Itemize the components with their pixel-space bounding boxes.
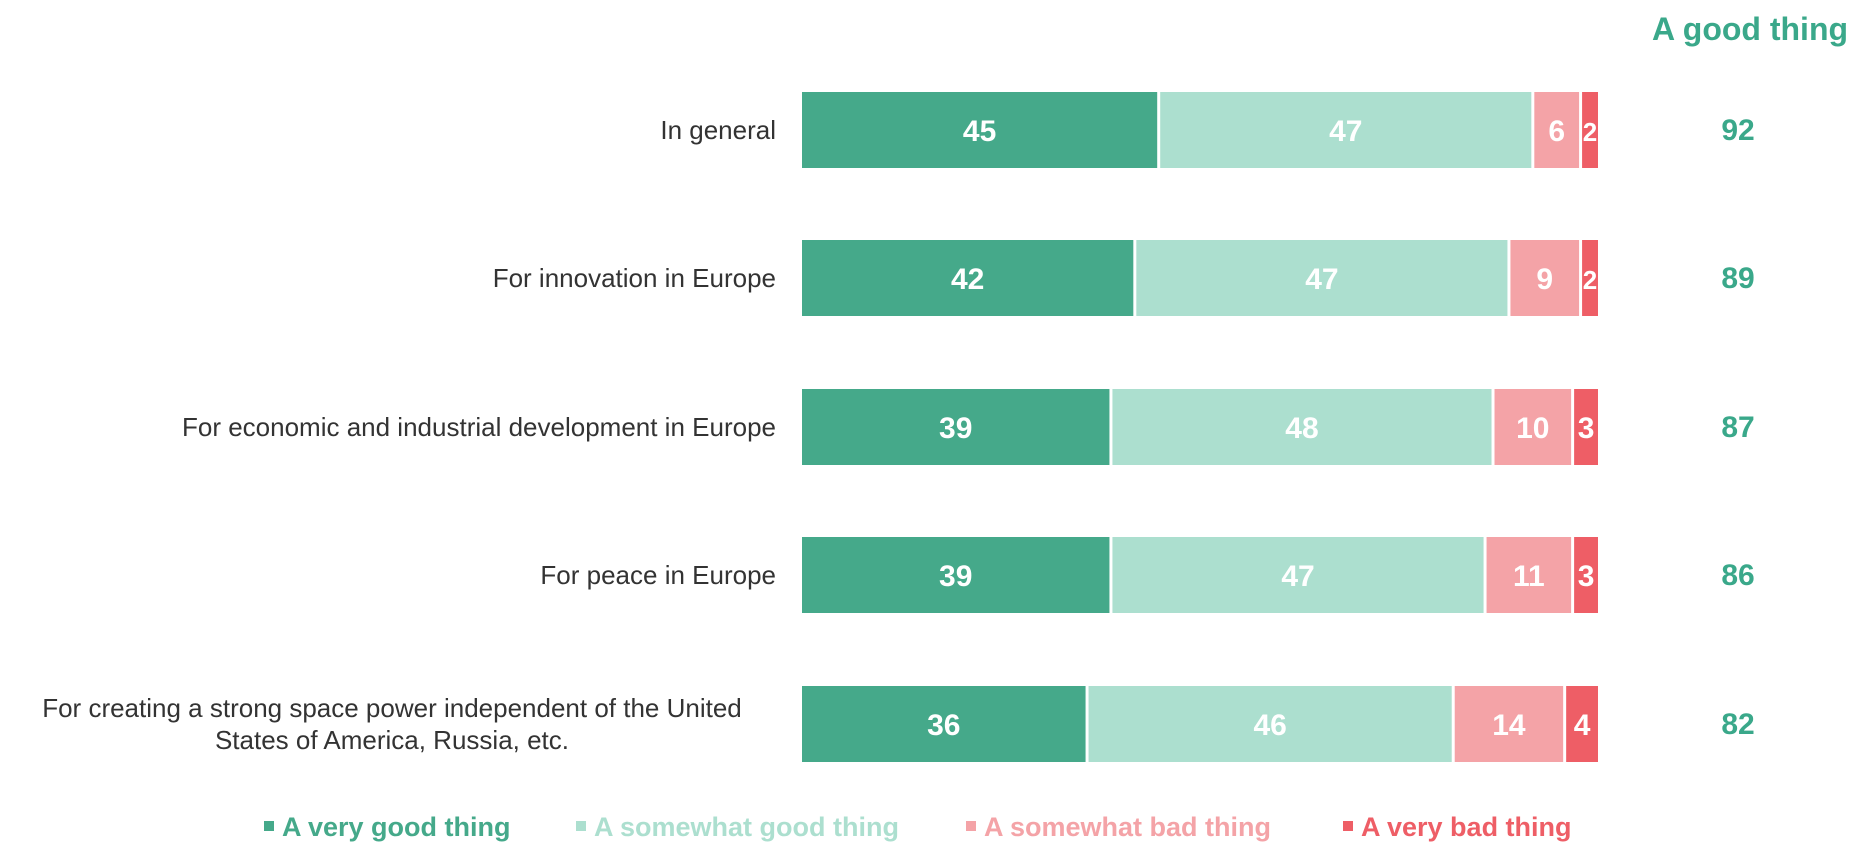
bar-segment (1582, 92, 1598, 168)
segment-value-label: 47 (1281, 560, 1314, 593)
total-value-label: 89 (1721, 262, 1754, 295)
segment-value-label: 39 (939, 560, 972, 593)
segment-value-label: 2 (1583, 265, 1597, 295)
bar-segment (1486, 537, 1572, 613)
segment-value-label: 39 (939, 412, 972, 445)
category-label: For economic and industrial development … (182, 412, 776, 442)
bar-segment (1112, 389, 1492, 465)
bar-segment (1574, 389, 1598, 465)
bar-segment (1534, 92, 1580, 168)
segment-value-label: 36 (927, 709, 960, 742)
bar-segment (1112, 537, 1484, 613)
bar-segment (1088, 686, 1452, 762)
total-value-label: 86 (1721, 559, 1754, 592)
bar-segment (802, 240, 1134, 316)
bar-segment (1574, 537, 1598, 613)
bar-segment (1136, 240, 1508, 316)
legend-swatch (576, 821, 586, 831)
category-label: For creating a strong space power indepe… (42, 693, 742, 755)
segment-value-label: 6 (1548, 115, 1565, 148)
legend-label: A very bad thing (1361, 812, 1572, 842)
segment-value-label: 45 (963, 115, 996, 148)
bar-segment (1160, 92, 1532, 168)
segment-value-label: 47 (1305, 263, 1338, 296)
bar-segment (1582, 240, 1598, 316)
total-value-label: 82 (1721, 708, 1754, 741)
legend: A very good thing A somewhat good thing A … (264, 812, 1572, 842)
segment-value-label: 10 (1516, 412, 1549, 445)
segment-value-label: 14 (1492, 709, 1526, 742)
segment-value-label: 4 (1574, 709, 1591, 742)
bar-segment (802, 686, 1086, 762)
segment-value-label: 48 (1285, 412, 1318, 445)
bar-segment (802, 389, 1110, 465)
category-label: For innovation in Europe (493, 263, 776, 293)
segment-value-label: 47 (1329, 115, 1362, 148)
bar-segment (1494, 389, 1572, 465)
legend-swatch (1343, 821, 1353, 831)
segment-value-label: 3 (1578, 412, 1595, 445)
segment-value-label: 3 (1578, 560, 1595, 593)
bar-segment (802, 537, 1110, 613)
segment-value-label: 11 (1513, 560, 1545, 593)
legend-label: A somewhat good thing (594, 812, 899, 842)
segment-value-label: 2 (1583, 117, 1597, 147)
totals-header: A good thing (1652, 11, 1848, 47)
legend-label: A very good thing (282, 812, 511, 842)
legend-swatch (966, 821, 976, 831)
total-value-label: 92 (1721, 114, 1754, 147)
bar-segment (802, 92, 1158, 168)
legend-label: A somewhat bad thing (984, 812, 1271, 842)
segment-value-label: 9 (1536, 263, 1553, 296)
bar-segment (1566, 686, 1598, 762)
bar-segment (1454, 686, 1564, 762)
legend-swatch (264, 821, 274, 831)
bar-segment (1510, 240, 1580, 316)
category-label: In general (660, 115, 776, 145)
segment-value-label: 46 (1253, 709, 1286, 742)
segment-value-label: 42 (951, 263, 984, 296)
category-label: For peace in Europe (540, 560, 776, 590)
total-value-label: 87 (1721, 411, 1754, 444)
